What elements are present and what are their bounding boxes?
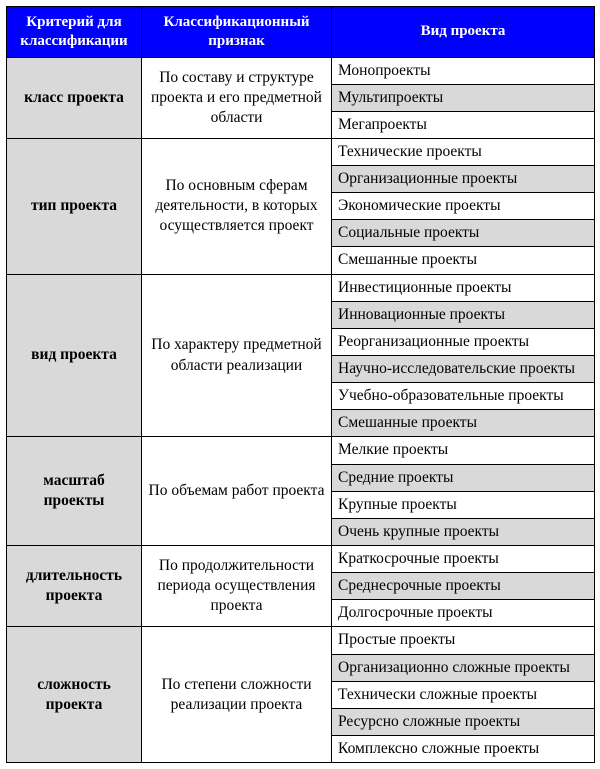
col-header-type: Вид проекта [332,7,595,58]
attribute-cell: По продолжительности периода осуществлен… [142,546,332,627]
table-body: класс проектаПо составу и структуре прое… [7,57,595,763]
attribute-cell: По степени сложности реализации проекта [142,627,332,763]
col-header-criterion: Критерий для классификации [7,7,142,58]
type-cell: Монопроекты [332,57,595,84]
criterion-cell: масштаб проекты [7,437,142,546]
col-header-attribute: Классификационный признак [142,7,332,58]
type-cell: Технические проекты [332,138,595,165]
attribute-cell: По составу и структуре проекта и его пре… [142,57,332,138]
type-cell: Организационные проекты [332,166,595,193]
type-cell: Научно-исследовательские проекты [332,356,595,383]
type-cell: Смешанные проекты [332,410,595,437]
header-row: Критерий для классификации Классификацио… [7,7,595,58]
criterion-cell: тип проекта [7,138,142,274]
type-cell: Мультипроекты [332,84,595,111]
criterion-cell: вид проекта [7,274,142,437]
type-cell: Смешанные проекты [332,247,595,274]
criterion-cell: класс проекта [7,57,142,138]
type-cell: Реорганизационные проекты [332,328,595,355]
type-cell: Мелкие проекты [332,437,595,464]
attribute-cell: По характеру предметной области реализац… [142,274,332,437]
type-cell: Учебно-образовательные проекты [332,383,595,410]
table-row: длительность проектаПо продолжительности… [7,546,595,573]
type-cell: Долгосрочные проекты [332,600,595,627]
type-cell: Крупные проекты [332,491,595,518]
table-row: тип проектаПо основным сферам деятельнос… [7,138,595,165]
type-cell: Простые проекты [332,627,595,654]
type-cell: Организационно сложные проекты [332,654,595,681]
table-row: сложность проектаПо степени сложности ре… [7,627,595,654]
type-cell: Мегапроекты [332,111,595,138]
type-cell: Краткосрочные проекты [332,546,595,573]
attribute-cell: По объемам работ проекта [142,437,332,546]
type-cell: Очень крупные проекты [332,518,595,545]
table-row: масштаб проектыПо объемам работ проектаМ… [7,437,595,464]
table-row: класс проектаПо составу и структуре прое… [7,57,595,84]
table-row: вид проектаПо характеру предметной облас… [7,274,595,301]
type-cell: Технически сложные проекты [332,681,595,708]
type-cell: Инвестиционные проекты [332,274,595,301]
attribute-cell: По основным сферам деятельности, в котор… [142,138,332,274]
type-cell: Комплексно сложные проекты [332,736,595,763]
criterion-cell: длительность проекта [7,546,142,627]
classification-table: Критерий для классификации Классификацио… [6,6,595,763]
type-cell: Инновационные проекты [332,301,595,328]
type-cell: Экономические проекты [332,193,595,220]
type-cell: Среднесрочные проекты [332,573,595,600]
criterion-cell: сложность проекта [7,627,142,763]
type-cell: Средние проекты [332,464,595,491]
type-cell: Социальные проекты [332,220,595,247]
type-cell: Ресурсно сложные проекты [332,708,595,735]
